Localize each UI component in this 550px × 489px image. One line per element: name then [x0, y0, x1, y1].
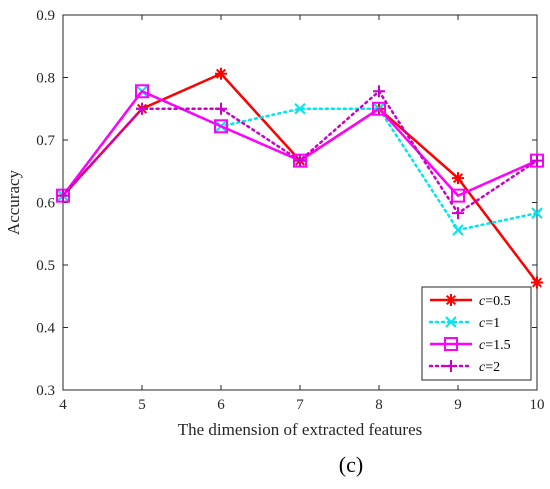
legend-marker: [445, 294, 457, 306]
data-point: [57, 189, 69, 202]
legend-label-value: =0.5: [485, 294, 510, 309]
legend-item: c=0.5: [430, 294, 511, 309]
data-point: [531, 207, 543, 219]
y-tick-label: 0.5: [36, 258, 55, 274]
x-stroke: [452, 224, 464, 236]
legend-item: c=1: [428, 316, 500, 331]
y-tick-label: 0.4: [36, 321, 55, 337]
legend-label-var: c: [479, 294, 486, 309]
legend-label-value: =1: [485, 316, 500, 331]
legend-marker: [445, 316, 457, 328]
data-point: [531, 276, 543, 289]
x-axis-title: The dimension of extracted features: [178, 420, 423, 439]
x-tick-label: 4: [59, 397, 67, 413]
legend-label-var: c: [479, 360, 486, 375]
asterisk-stroke: [531, 277, 543, 288]
x-tick-label: 5: [138, 397, 146, 413]
y-tick-label: 0.3: [36, 383, 55, 399]
legend-label: c=0.5: [479, 294, 511, 309]
legend-label-var: c: [479, 316, 486, 331]
square-outline: [135, 84, 149, 99]
data-point: [451, 188, 465, 203]
data-point: [373, 85, 385, 98]
x-tick-label: 9: [454, 397, 462, 413]
figure-caption: (c): [339, 452, 363, 477]
legend-label-var: c: [479, 338, 486, 353]
x-tick-label: 6: [217, 397, 225, 413]
square-outline: [444, 337, 458, 351]
legend-item: c=1.5: [430, 337, 511, 353]
x-tick-label: 7: [296, 397, 304, 413]
data-point: [215, 102, 227, 115]
legend-label: c=2: [479, 360, 500, 375]
legend-box: [421, 286, 532, 381]
x-stroke: [294, 103, 306, 115]
series-4: [57, 85, 543, 220]
asterisk-stroke: [215, 68, 227, 79]
legend: c=0.5c=1c=1.5c=2: [421, 286, 532, 381]
data-point: [452, 207, 464, 220]
y-tick-label: 0.9: [36, 8, 55, 24]
square-outline: [372, 101, 386, 116]
legend-label-value: =2: [485, 360, 500, 375]
square-outline: [451, 188, 465, 203]
data-point: [294, 103, 306, 115]
legend-marker: [444, 337, 458, 351]
square-outline: [214, 119, 228, 134]
x-tick-label: 8: [375, 397, 383, 413]
data-point: [215, 67, 227, 80]
data-point: [452, 172, 464, 185]
data-point: [452, 224, 464, 236]
legend-label-value: =1.5: [485, 338, 510, 353]
legend-item: c=2: [428, 360, 500, 375]
legend-label: c=1: [479, 316, 500, 331]
x-stroke: [445, 316, 457, 328]
data-point: [372, 101, 386, 116]
asterisk-stroke: [452, 173, 464, 184]
x-tick-label: 10: [530, 397, 545, 413]
legend-label: c=1.5: [479, 338, 511, 353]
data-point: [214, 119, 228, 134]
data-point: [531, 154, 543, 167]
data-point: [294, 154, 306, 167]
data-point: [135, 84, 149, 99]
asterisk-stroke: [445, 294, 457, 306]
legend-marker: [445, 360, 457, 372]
y-tick-label: 0.7: [36, 133, 55, 149]
y-axis-title: Accuracy: [4, 169, 23, 235]
data-point: [136, 102, 148, 115]
y-tick-label: 0.6: [36, 196, 55, 212]
x-stroke: [531, 207, 543, 219]
y-tick-label: 0.8: [36, 71, 55, 87]
